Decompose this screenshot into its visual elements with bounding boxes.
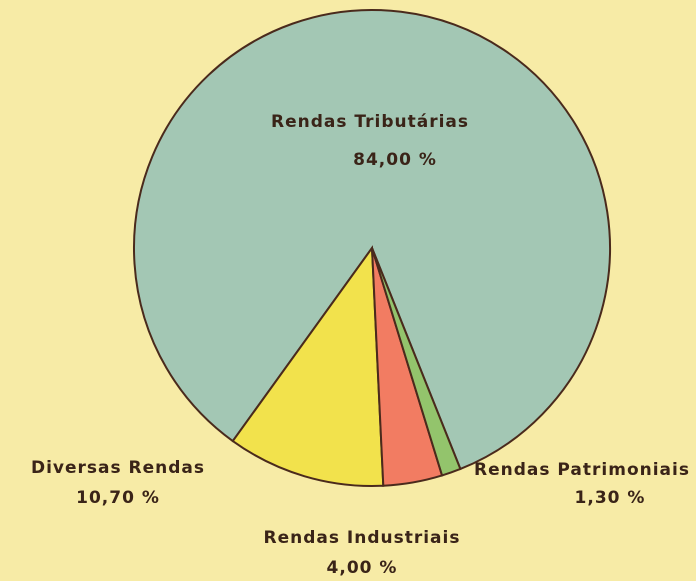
slice-value-label: 84,00 % xyxy=(353,150,437,170)
slice-label: Rendas Industriais xyxy=(264,528,461,548)
slice-value-label: 10,70 % xyxy=(76,488,160,508)
slice-label: Diversas Rendas xyxy=(31,458,205,478)
slice-label: Rendas Patrimoniais xyxy=(474,460,690,480)
pie-slice xyxy=(133,9,611,471)
pie-slice xyxy=(371,247,462,477)
pie-slice xyxy=(231,245,385,487)
slice-value-label: 1,30 % xyxy=(575,488,646,508)
slice-value-label: 4,00 % xyxy=(327,558,398,578)
slice-label: Rendas Tributárias xyxy=(271,112,469,132)
